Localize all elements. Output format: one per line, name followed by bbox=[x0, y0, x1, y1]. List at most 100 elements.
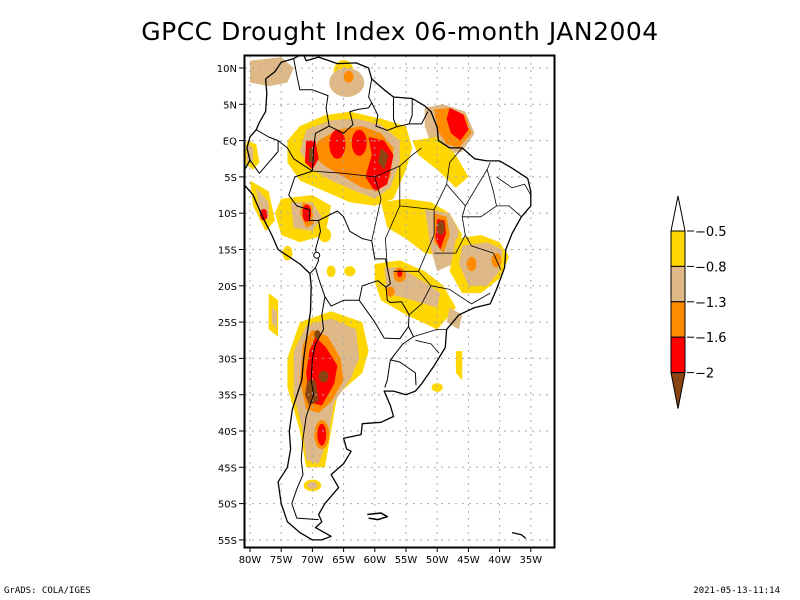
timestamp: 2021-05-13-11:14 bbox=[693, 586, 780, 596]
border-venezuela-brazil bbox=[328, 78, 373, 134]
border-guyana bbox=[371, 97, 398, 131]
state-border bbox=[464, 162, 491, 207]
colorbar-segment bbox=[670, 230, 686, 267]
drought-patch bbox=[455, 351, 463, 381]
lon-tick-label: 35W bbox=[519, 555, 542, 566]
map-title: GPCC Drought Index 06-month JAN2004 bbox=[141, 17, 659, 46]
lat-tick-label: 45S bbox=[218, 463, 237, 474]
state-border bbox=[371, 176, 382, 241]
border-colombia-peru bbox=[255, 129, 313, 172]
lon-tick-label: 55W bbox=[395, 555, 418, 566]
colorbar-label: −1.3 bbox=[695, 296, 727, 311]
colorbar-label: −2 bbox=[695, 367, 714, 382]
colorbar-legend: −0.5 −0.8 −1.3 −1.6 −2 bbox=[670, 195, 727, 409]
grads-credit: GrADS: COLA/IGES bbox=[4, 586, 91, 596]
lat-tick-label: 5S bbox=[224, 173, 237, 184]
drought-patch bbox=[271, 307, 277, 330]
drought-patch bbox=[343, 70, 354, 83]
lat-tick-label: 15S bbox=[218, 246, 237, 257]
state-border bbox=[418, 271, 491, 305]
drought-patch bbox=[326, 265, 336, 278]
drought-patch bbox=[329, 129, 346, 159]
colorbar-segment bbox=[670, 301, 686, 338]
border-peru-brazil-bolivia bbox=[288, 170, 321, 274]
lon-tick-label: 70W bbox=[301, 555, 324, 566]
drought-patch bbox=[304, 380, 319, 406]
colorbar-label: −0.5 bbox=[695, 225, 727, 240]
border-suriname bbox=[396, 98, 413, 128]
drought-patch bbox=[386, 286, 395, 297]
state-border bbox=[433, 147, 463, 210]
drought-patch bbox=[307, 481, 318, 490]
lat-tick-label: 10S bbox=[218, 209, 237, 220]
border-chile-argentina bbox=[291, 296, 326, 521]
drought-patch bbox=[317, 423, 327, 446]
lat-tick-label: 25S bbox=[218, 318, 237, 329]
state-border bbox=[415, 339, 440, 354]
state-border bbox=[496, 176, 532, 196]
drought-patch bbox=[377, 147, 389, 170]
grid-lines bbox=[245, 56, 553, 546]
state-border bbox=[413, 329, 446, 337]
drought-patch bbox=[314, 330, 321, 339]
drought-patch bbox=[459, 242, 503, 286]
colorbar-bottom-triangle bbox=[670, 372, 686, 409]
lat-tick-label: 50S bbox=[218, 500, 237, 511]
coastlines-and-borders bbox=[245, 56, 532, 541]
lat-tick-label: EQ bbox=[223, 137, 237, 148]
border-french-guiana bbox=[409, 111, 429, 125]
lon-tick-label: 80W bbox=[239, 555, 262, 566]
lat-tick-label: 10N bbox=[217, 64, 237, 75]
lat-tick-label: 30S bbox=[218, 354, 237, 365]
border-colombia-venezuela bbox=[293, 58, 330, 172]
drought-patch bbox=[412, 137, 469, 188]
drought-patch bbox=[446, 107, 469, 141]
state-border bbox=[393, 205, 435, 272]
border-paraguay bbox=[358, 287, 410, 340]
border-bolivia bbox=[315, 210, 391, 307]
drought-patch bbox=[437, 220, 445, 235]
lon-tick-label: 65W bbox=[332, 555, 355, 566]
state-border bbox=[462, 205, 497, 218]
drought-patch bbox=[466, 256, 477, 272]
state-border bbox=[312, 147, 422, 178]
border-ecuador bbox=[249, 140, 279, 174]
lon-tick-label: 50W bbox=[426, 555, 449, 566]
falklands-outline bbox=[367, 512, 389, 521]
lat-tick-label: 55S bbox=[218, 536, 237, 547]
state-border bbox=[385, 166, 401, 268]
drought-patch bbox=[246, 144, 254, 163]
drought-patch bbox=[318, 370, 329, 383]
drought-shading bbox=[245, 57, 509, 492]
colorbar-segment bbox=[670, 265, 686, 303]
colorbar-label: −1.6 bbox=[695, 331, 727, 346]
drought-patch bbox=[365, 137, 394, 192]
plot-frame bbox=[243, 54, 556, 549]
drought-patch bbox=[259, 208, 268, 221]
border-brazil-uruguay-argentina bbox=[389, 326, 417, 386]
lon-tick-label: 45W bbox=[457, 555, 480, 566]
lon-tick-label: 60W bbox=[363, 555, 386, 566]
state-border bbox=[464, 234, 502, 270]
lat-tick-label: 5N bbox=[223, 100, 237, 111]
drought-patch bbox=[351, 129, 367, 156]
lat-tick-label: 20S bbox=[218, 282, 237, 293]
border-uruguay-argentina bbox=[384, 359, 391, 388]
drought-patch bbox=[344, 266, 356, 277]
drought-patch bbox=[329, 68, 365, 98]
state-border bbox=[434, 183, 466, 254]
colorbar-top-triangle bbox=[670, 195, 686, 232]
lake-titicaca bbox=[313, 251, 321, 259]
lon-tick-label: 75W bbox=[270, 555, 293, 566]
south-georgia-outline bbox=[511, 531, 527, 539]
axis-ticks: 80W 75W 70W 65W 60W 55W 50W 45W 40W 35W 10N 5N EQ 5S 1… bbox=[217, 64, 542, 566]
lon-tick-label: 40W bbox=[488, 555, 511, 566]
drought-patch bbox=[431, 383, 443, 392]
colorbar-segment bbox=[670, 336, 686, 374]
lat-tick-label: 35S bbox=[218, 391, 237, 402]
drought-patch bbox=[318, 227, 332, 243]
lat-tick-label: 40S bbox=[218, 427, 237, 438]
coastline bbox=[245, 56, 532, 541]
colorbar-label: −0.8 bbox=[695, 260, 727, 275]
